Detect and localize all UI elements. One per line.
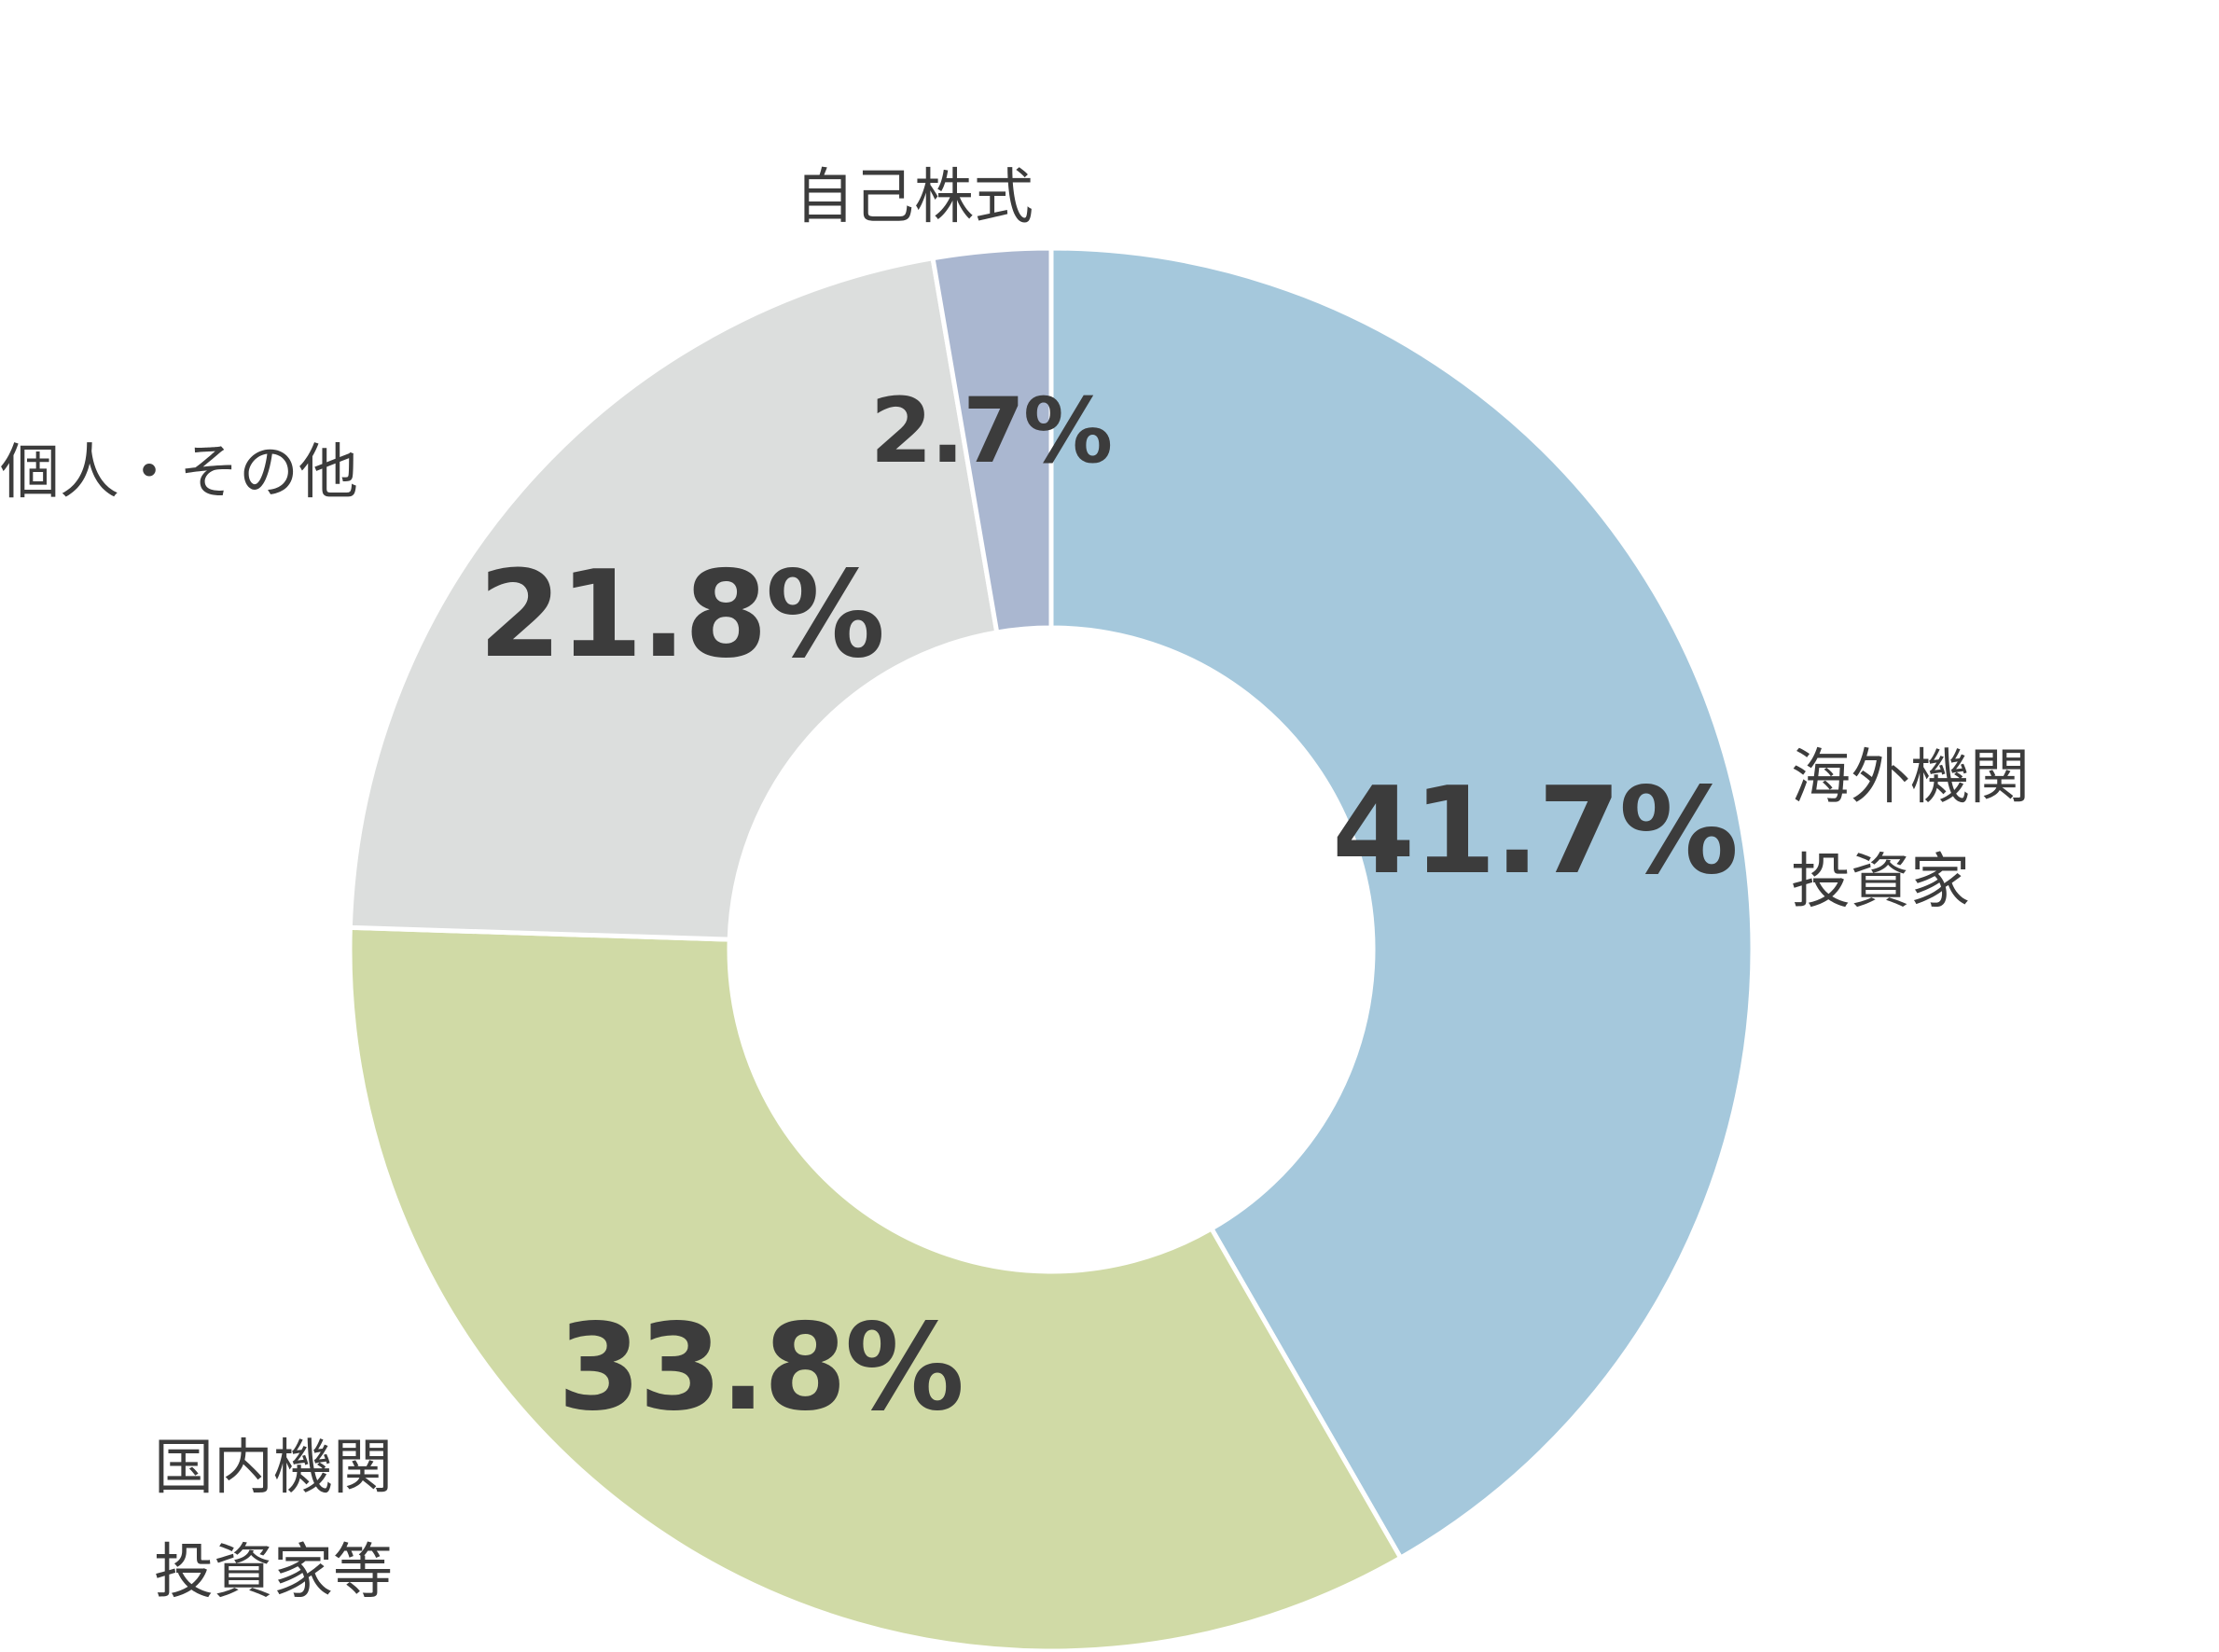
slice-domestic-institutional (347, 924, 1405, 1652)
category-label-treasury-stock: 自己株式 (795, 163, 1033, 232)
value-label-treasury-stock: 2.7% (870, 379, 1111, 483)
value-label-domestic-institutional: 33.8% (558, 1298, 963, 1437)
slice-labels: 41.7% 海外機関投資家 33.8% 国内機関投資家等 21.8% 個人・その他 2.7%… (0, 163, 2030, 1607)
value-label-individuals-other: 21.8% (478, 546, 883, 685)
category-label-individuals-other: 個人・その他 (0, 438, 358, 507)
donut-slices (347, 245, 1755, 1652)
slice-overseas-institutional (1048, 245, 1755, 1562)
slice-treasury-stock (930, 245, 1054, 635)
category-label-overseas-institutional: 海外機関投資家 (1791, 743, 2030, 917)
slice-individuals-other (347, 255, 1000, 942)
value-label-overseas-institutional: 41.7% (1332, 762, 1737, 901)
category-label-domestic-institutional: 国内機関投資家等 (154, 1434, 393, 1607)
